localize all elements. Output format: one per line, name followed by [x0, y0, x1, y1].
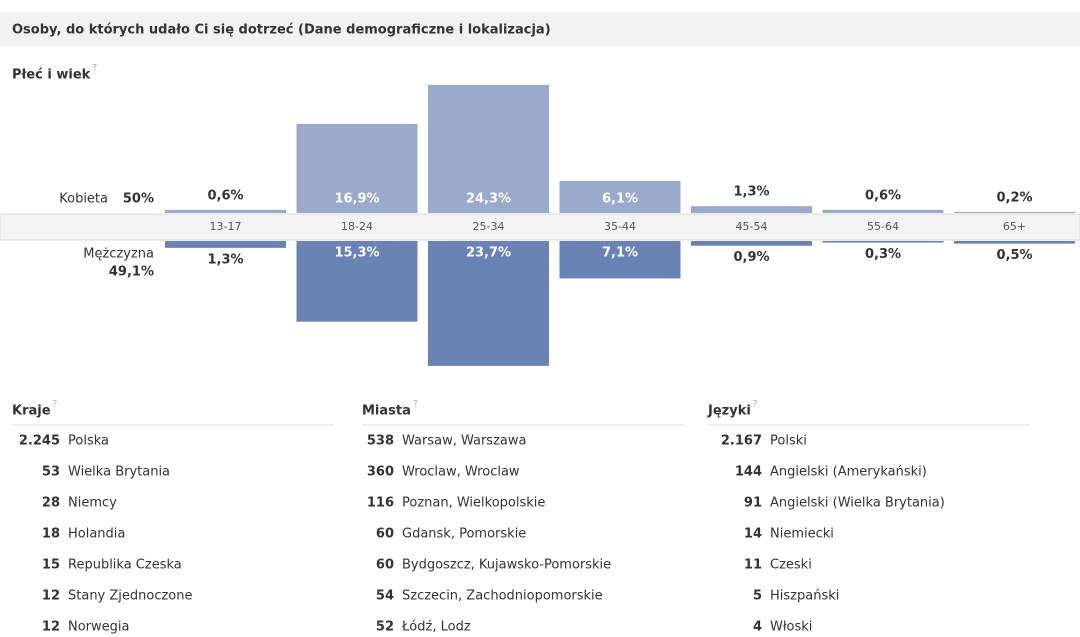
help-icon: ? — [413, 400, 418, 410]
row-name: Polska — [68, 434, 109, 449]
legend-female-share: 50% — [123, 192, 154, 207]
row-name: Hiszpański — [770, 589, 839, 604]
male-bar — [428, 241, 549, 366]
row-count: 11 — [744, 558, 762, 573]
female-bar — [428, 84, 549, 214]
male-label: 23,7% — [466, 246, 511, 261]
row-count: 54 — [376, 589, 394, 604]
row-name: Czeski — [770, 558, 812, 573]
male-label: 0,3% — [865, 247, 901, 262]
row-count: 4 — [753, 620, 762, 635]
female-label: 0,2% — [996, 190, 1032, 205]
row-count: 12 — [42, 589, 60, 604]
male-bar — [165, 241, 286, 248]
age-label: 55-64 — [867, 220, 899, 233]
male-bar — [691, 241, 812, 246]
legend-male-share: 49,1% — [109, 265, 154, 280]
row-name: Norwegia — [68, 620, 129, 635]
row-name: Polski — [770, 434, 807, 449]
row-count: 53 — [42, 465, 60, 480]
row-name: Poznan, Wielkopolskie — [402, 496, 545, 511]
row-name: Niemcy — [68, 496, 117, 511]
female-label: 6,1% — [602, 192, 638, 207]
help-icon: ? — [753, 400, 758, 410]
row-name: Niemiecki — [770, 527, 834, 542]
header-title: Osoby, do których udało Ci się dotrzeć (… — [12, 23, 551, 38]
row-count: 5 — [753, 589, 762, 604]
row-name: Gdansk, Pomorskie — [402, 527, 526, 542]
row-count: 14 — [744, 527, 762, 542]
legend-male: Mężczyzna — [83, 247, 154, 262]
row-name: Angielski (Amerykański) — [770, 465, 927, 480]
header-bar — [0, 12, 1080, 46]
female-label: 0,6% — [207, 188, 243, 203]
male-label: 15,3% — [334, 246, 379, 261]
row-count: 2.167 — [721, 434, 762, 449]
list-title: Kraje — [12, 404, 51, 419]
row-name: Angielski (Wielka Brytania) — [770, 496, 945, 511]
male-label: 0,9% — [733, 250, 769, 265]
row-name: Holandia — [68, 527, 125, 542]
age-label: 18-24 — [341, 220, 373, 233]
row-count: 18 — [42, 527, 60, 542]
row-count: 52 — [376, 620, 394, 635]
row-count: 538 — [367, 434, 394, 449]
list-title: Miasta — [362, 404, 411, 419]
age-label: 25-34 — [473, 220, 505, 233]
row-name: Wielka Brytania — [68, 465, 170, 480]
row-name: Bydgoszcz, Kujawsko-Pomorskie — [402, 558, 611, 573]
list-title: Języki — [707, 404, 751, 419]
female-bar — [954, 211, 1075, 213]
age-label: 13-17 — [210, 220, 242, 233]
help-icon: ? — [92, 64, 97, 74]
row-count: 60 — [376, 527, 394, 542]
male-bar — [954, 241, 1075, 244]
row-count: 360 — [367, 465, 394, 480]
row-count: 116 — [367, 496, 394, 511]
female-label: 0,6% — [865, 188, 901, 203]
female-label: 16,9% — [334, 192, 379, 207]
row-count: 15 — [42, 558, 60, 573]
row-name: Stany Zjednoczone — [68, 589, 193, 604]
age-axis-strip — [0, 213, 1080, 241]
female-bar — [691, 206, 812, 213]
age-label: 35-44 — [604, 220, 636, 233]
female-bar — [822, 209, 944, 213]
male-bar — [559, 241, 681, 279]
row-name: Włoski — [770, 620, 812, 635]
male-label: 7,1% — [602, 246, 638, 261]
row-count: 91 — [744, 496, 762, 511]
row-count: 2.245 — [19, 434, 60, 449]
male-bar — [822, 241, 944, 243]
age-label: 45-54 — [736, 220, 768, 233]
female-label: 1,3% — [733, 185, 769, 200]
female-bar — [559, 180, 681, 213]
male-label: 0,5% — [996, 248, 1032, 263]
legend-female: Kobieta — [59, 192, 108, 207]
female-label: 24,3% — [466, 192, 511, 207]
row-name: Warsaw, Warszawa — [402, 434, 526, 449]
row-name: Wroclaw, Wroclaw — [402, 465, 520, 480]
female-bar — [165, 209, 286, 213]
row-name: Republika Czeska — [68, 558, 182, 573]
row-name: Szczecin, Zachodniopomorskie — [402, 589, 603, 604]
male-label: 1,3% — [207, 252, 243, 267]
row-name: Łódź, Lodz — [401, 620, 471, 635]
age-label: 65+ — [1003, 220, 1026, 233]
row-count: 144 — [735, 465, 762, 480]
row-count: 12 — [42, 620, 60, 635]
help-icon: ? — [53, 400, 58, 410]
female-bar — [296, 123, 418, 213]
row-count: 60 — [376, 558, 394, 573]
row-count: 28 — [42, 496, 60, 511]
chart-title: Płeć i wiek — [12, 68, 91, 83]
male-bar — [296, 241, 418, 322]
